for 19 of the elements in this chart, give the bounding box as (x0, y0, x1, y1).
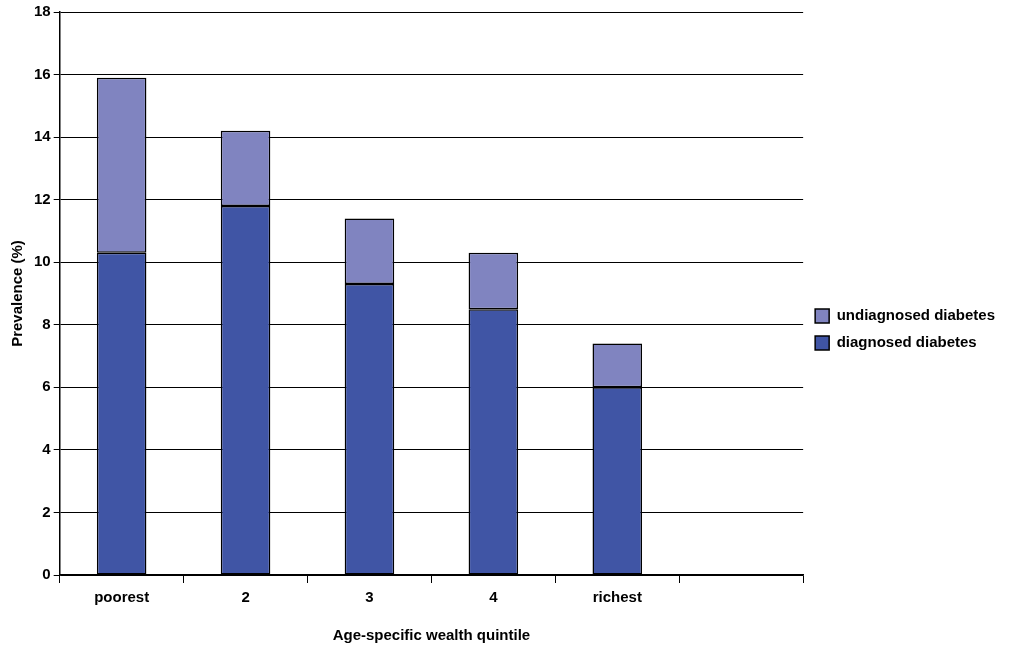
y-tick-label: 18 (34, 2, 51, 20)
x-tick-label: 3 (365, 588, 374, 606)
x-axis-title: Age-specific wealth quintile (332, 626, 531, 644)
y-tick-label: 8 (42, 314, 51, 332)
y-tick-label: 6 (42, 377, 51, 395)
y-tick-label: 2 (42, 502, 51, 520)
y-tick-label: 14 (34, 127, 52, 145)
x-tick-label: poorest (94, 588, 150, 606)
x-tick-label: 4 (489, 588, 499, 606)
legend-label: diagnosed diabetes (836, 333, 977, 351)
legend-label: undiagnosed diabetes (836, 306, 995, 324)
x-tick-label: 2 (241, 588, 250, 606)
y-tick-label: 0 (42, 565, 51, 583)
y-tick-label: 16 (34, 64, 51, 82)
y-tick-label: 10 (34, 252, 51, 270)
y-tick-label: 4 (42, 440, 52, 458)
x-tick-label: richest (592, 588, 642, 606)
y-tick-label: 12 (34, 189, 51, 207)
y-axis-title: Prevalence (%) (8, 240, 26, 347)
